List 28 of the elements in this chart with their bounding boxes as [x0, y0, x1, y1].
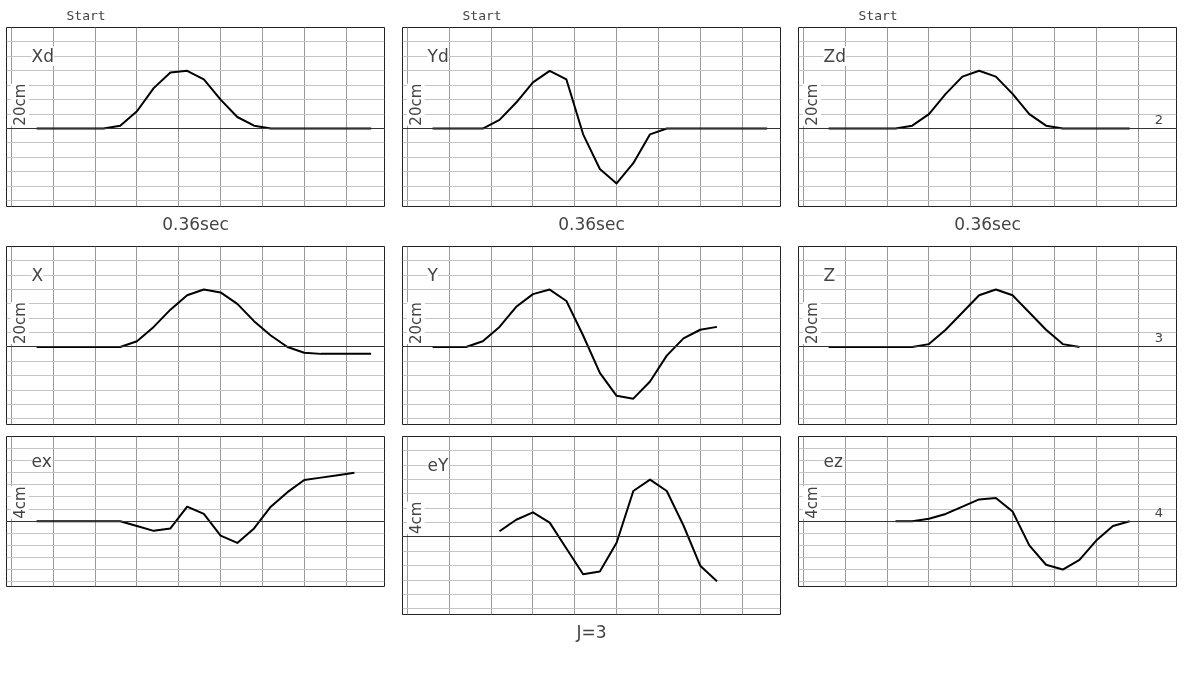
y-axis-title: 20cm	[802, 302, 821, 345]
chart-title: Zd	[823, 46, 847, 67]
chart-title: ez	[823, 450, 844, 471]
chart-title: ex	[31, 450, 52, 471]
chart-title: Xd	[31, 46, 55, 67]
chart-subtitle: Start	[858, 7, 898, 23]
annotation: 2	[1154, 111, 1164, 127]
chart-title: Z	[823, 265, 836, 286]
y-axis-title: 20cm	[406, 83, 425, 126]
x-axis-title: 0.36sec	[558, 213, 625, 234]
y-axis-title: 20cm	[10, 302, 29, 345]
chart-title: Yd	[426, 46, 449, 67]
chart-title: X	[31, 265, 44, 286]
annotation: 4	[1154, 505, 1164, 521]
x-axis-title: J=3	[575, 621, 607, 642]
annotation: 3	[1154, 330, 1164, 346]
y-axis-title: 20cm	[10, 83, 29, 126]
x-axis-title: 0.36sec	[954, 213, 1021, 234]
y-axis-title: 4cm	[406, 501, 425, 535]
y-axis-title: 20cm	[406, 302, 425, 345]
chart-title: eY	[427, 455, 450, 476]
y-axis-title: 4cm	[802, 486, 821, 519]
chart-title: Y	[426, 265, 439, 286]
y-axis-title: 4cm	[10, 486, 29, 519]
chart-subtitle: Start	[66, 7, 106, 23]
x-axis-title: 0.36sec	[162, 213, 229, 234]
chart-subtitle: Start	[462, 7, 502, 23]
y-axis-title: 20cm	[802, 83, 821, 126]
